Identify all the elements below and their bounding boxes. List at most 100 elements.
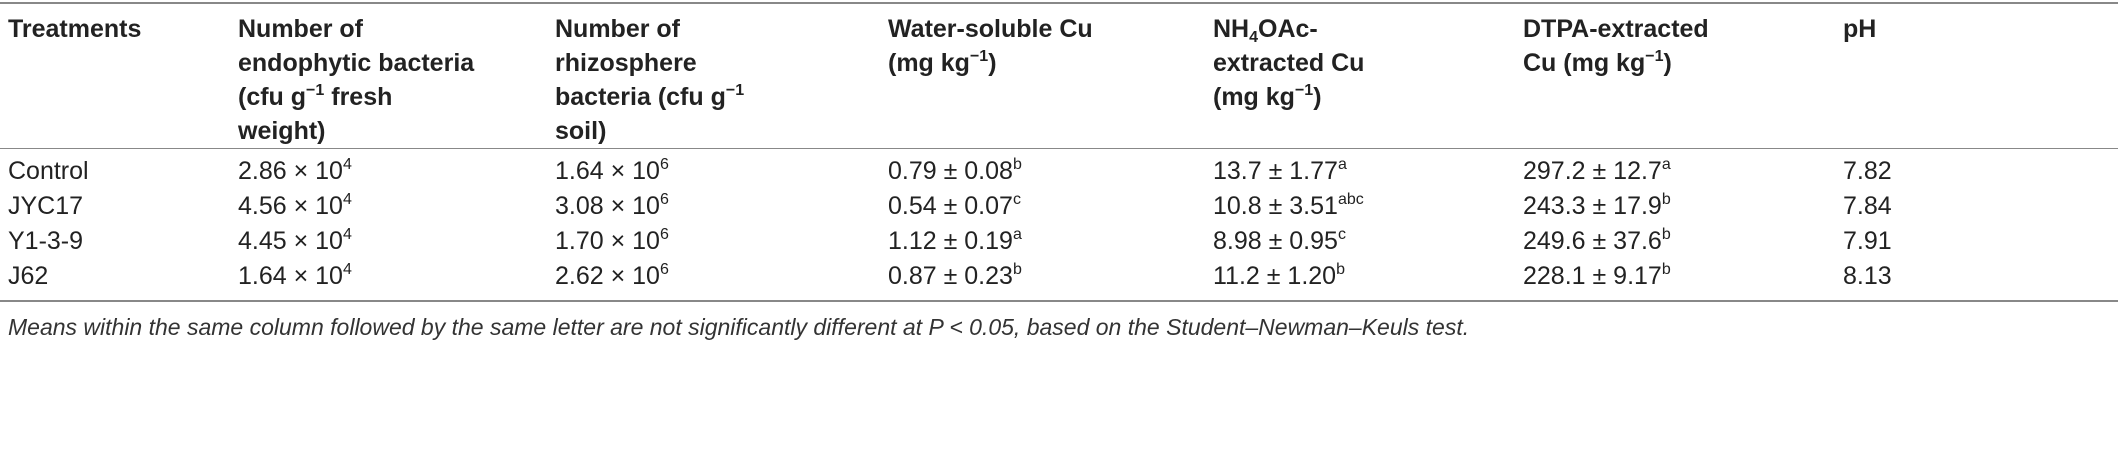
sup-run: b: [1012, 156, 1022, 173]
text-run: pH: [1843, 15, 1877, 43]
table-cell: 7.91: [1843, 224, 1892, 258]
text-run: 249.6 ± 37.6: [1523, 227, 1662, 255]
text-run: 7.82: [1843, 157, 1892, 185]
sup-run: 6: [659, 261, 669, 278]
sup-run: b: [1012, 261, 1022, 278]
sup-run: a: [1337, 156, 1347, 173]
table-cell: 0.87 ± 0.23b: [888, 259, 1022, 293]
table-cell: J62: [8, 259, 48, 293]
text-run: 1.70 × 10: [555, 227, 660, 255]
text-run: 7.84: [1843, 192, 1892, 220]
text-run: ): [1663, 49, 1672, 77]
sup-run: −1: [969, 48, 989, 65]
sup-run: 4: [342, 156, 352, 173]
sup-run: −1: [1645, 48, 1664, 65]
text-run: ): [988, 49, 997, 77]
text-run: 1.64 × 10: [555, 157, 660, 185]
sup-run: −1: [306, 82, 325, 99]
header-cell: Number of endophytic bacteria (cfu g−1 f…: [238, 12, 478, 148]
text-run: 8.98 ± 0.95: [1213, 227, 1338, 255]
text-run: 10.8 ± 3.51: [1213, 192, 1338, 220]
sup-run: b: [1661, 191, 1671, 208]
text-run: 3.08 × 10: [555, 192, 660, 220]
table-cell: 1.64 × 106: [555, 154, 669, 188]
top-rule: [0, 2, 2118, 4]
text-run: ): [1313, 83, 1322, 111]
text-run: NH: [1213, 15, 1250, 43]
text-run: Control: [8, 157, 89, 185]
sup-run: 6: [659, 156, 669, 173]
text-run: 0.54 ± 0.07: [888, 192, 1013, 220]
table-cell: 11.2 ± 1.20b: [1213, 259, 1345, 293]
sup-run: 6: [659, 226, 669, 243]
sup-run: a: [1012, 226, 1022, 243]
sup-run: abc: [1337, 191, 1364, 208]
text-run: 0.87 ± 0.23: [888, 262, 1013, 290]
table-cell: 0.79 ± 0.08b: [888, 154, 1022, 188]
table-cell: 4.56 × 104: [238, 189, 352, 223]
text-run: Number of endophytic bacteria (cfu g: [238, 15, 475, 111]
table-cell: 297.2 ± 12.7a: [1523, 154, 1671, 188]
text-run: OAc-extracted Cu (mg kg: [1213, 15, 1365, 111]
text-run: 4.56 × 10: [238, 192, 343, 220]
sup-run: a: [1661, 156, 1671, 173]
text-run: 1.12 ± 0.19: [888, 227, 1013, 255]
sup-run: −1: [1294, 82, 1314, 99]
text-run: 0.79 ± 0.08: [888, 157, 1013, 185]
text-run: 13.7 ± 1.77: [1213, 157, 1338, 185]
header-cell: DTPA-extracted Cu (mg kg−1): [1523, 12, 1743, 80]
sup-run: c: [1337, 226, 1346, 243]
header-cell: Treatments: [8, 12, 208, 46]
table-cell: 8.98 ± 0.95c: [1213, 224, 1346, 258]
text-run: 1.64 × 10: [238, 262, 343, 290]
text-run: 297.2 ± 12.7: [1523, 157, 1662, 185]
text-run: fresh weight): [238, 83, 393, 145]
table-cell: 249.6 ± 37.6b: [1523, 224, 1671, 258]
table-cell: Control: [8, 154, 89, 188]
table-cell: JYC17: [8, 189, 83, 223]
text-run: Y1-3-9: [8, 227, 84, 255]
table-cell: 1.70 × 106: [555, 224, 669, 258]
table-cell: 0.54 ± 0.07c: [888, 189, 1021, 223]
sup-run: −1: [725, 82, 745, 99]
sup-run: 4: [342, 191, 352, 208]
table-cell: Y1-3-9: [8, 224, 83, 258]
sup-run: 4: [342, 226, 352, 243]
text-run: 2.62 × 10: [555, 262, 660, 290]
header-cell: Water-soluble Cu (mg kg−1): [888, 12, 1128, 80]
text-run: 228.1 ± 9.17: [1523, 262, 1662, 290]
sup-run: b: [1661, 261, 1671, 278]
table-cell: 4.45 × 104: [238, 224, 352, 258]
text-run: 4.45 × 10: [238, 227, 343, 255]
table-cell: 10.8 ± 3.51abc: [1213, 189, 1364, 223]
table-cell: 13.7 ± 1.77a: [1213, 154, 1347, 188]
text-run: 2.86 × 10: [238, 157, 343, 185]
sub-run: 4: [1249, 29, 1259, 46]
text-run: 8.13: [1843, 262, 1892, 290]
header-cell: pH: [1843, 12, 2043, 46]
text-run: Water-soluble Cu (mg kg: [888, 15, 1093, 77]
table-cell: 8.13: [1843, 259, 1892, 293]
table-cell: 228.1 ± 9.17b: [1523, 259, 1671, 293]
bottom-rule: [0, 300, 2118, 302]
table-cell: 243.3 ± 17.9b: [1523, 189, 1671, 223]
table-cell: 7.84: [1843, 189, 1892, 223]
sup-run: b: [1661, 226, 1671, 243]
text-run: 243.3 ± 17.9: [1523, 192, 1662, 220]
text-run: JYC17: [8, 192, 84, 220]
table-cell: 3.08 × 106: [555, 189, 669, 223]
footnote: Means within the same column followed by…: [8, 314, 1470, 340]
header-cell: NH4OAc-extracted Cu (mg kg−1): [1213, 12, 1413, 114]
table-cell: 1.12 ± 0.19a: [888, 224, 1022, 258]
text-run: Number of rhizosphere bacteria (cfu g: [555, 15, 726, 111]
sup-run: b: [1336, 261, 1345, 278]
text-run: 11.2 ± 1.20: [1213, 262, 1337, 290]
table-cell: 2.86 × 104: [238, 154, 352, 188]
text-run: 7.91: [1843, 227, 1892, 255]
text-run: DTPA-extracted Cu (mg kg: [1523, 15, 1709, 77]
sup-run: 4: [342, 261, 352, 278]
table-cell: 2.62 × 106: [555, 259, 669, 293]
text-run: Treatments: [8, 15, 142, 43]
sup-run: c: [1012, 191, 1021, 208]
